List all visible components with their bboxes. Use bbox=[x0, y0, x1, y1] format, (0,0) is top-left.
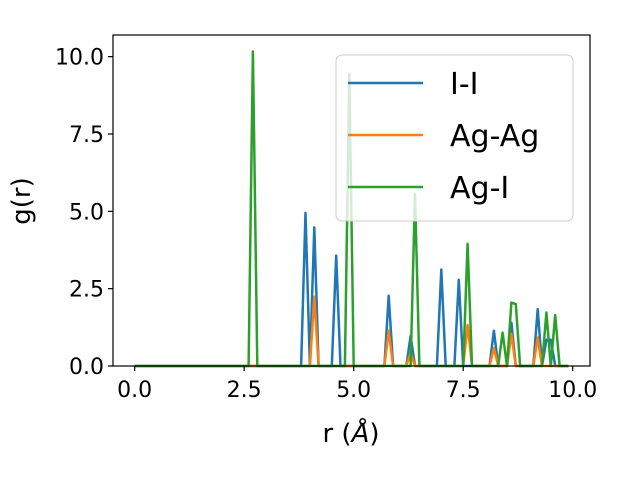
legend-label: Ag-I bbox=[450, 171, 509, 206]
y-tick-label: 7.5 bbox=[69, 123, 104, 148]
legend-box bbox=[335, 54, 574, 222]
x-tick-label: 5.0 bbox=[336, 378, 371, 403]
x-tick-label: 10.0 bbox=[548, 378, 597, 403]
y-axis: 0.0 2.5 5.0 7.5 10.0 bbox=[55, 46, 113, 380]
legend-label: Ag-Ag bbox=[450, 119, 539, 154]
x-tick-label: 7.5 bbox=[446, 378, 481, 403]
legend: I-I Ag-Ag Ag-I bbox=[335, 54, 574, 222]
series-line-ag-ag bbox=[134, 295, 569, 368]
y-tick-label: 10.0 bbox=[55, 46, 104, 71]
x-axis-label: r (Å) bbox=[322, 417, 379, 449]
x-tick-label: 0.0 bbox=[117, 378, 152, 403]
y-tick-label: 5.0 bbox=[69, 200, 104, 225]
y-tick-label: 0.0 bbox=[69, 355, 104, 380]
legend-label: I-I bbox=[450, 67, 479, 102]
x-tick-label: 2.5 bbox=[227, 378, 262, 403]
x-axis: 0.0 2.5 5.0 7.5 10.0 bbox=[117, 366, 597, 403]
y-axis-label: g(r) bbox=[7, 177, 37, 224]
y-tick-label: 2.5 bbox=[69, 278, 104, 303]
axes-frame bbox=[112, 34, 591, 367]
